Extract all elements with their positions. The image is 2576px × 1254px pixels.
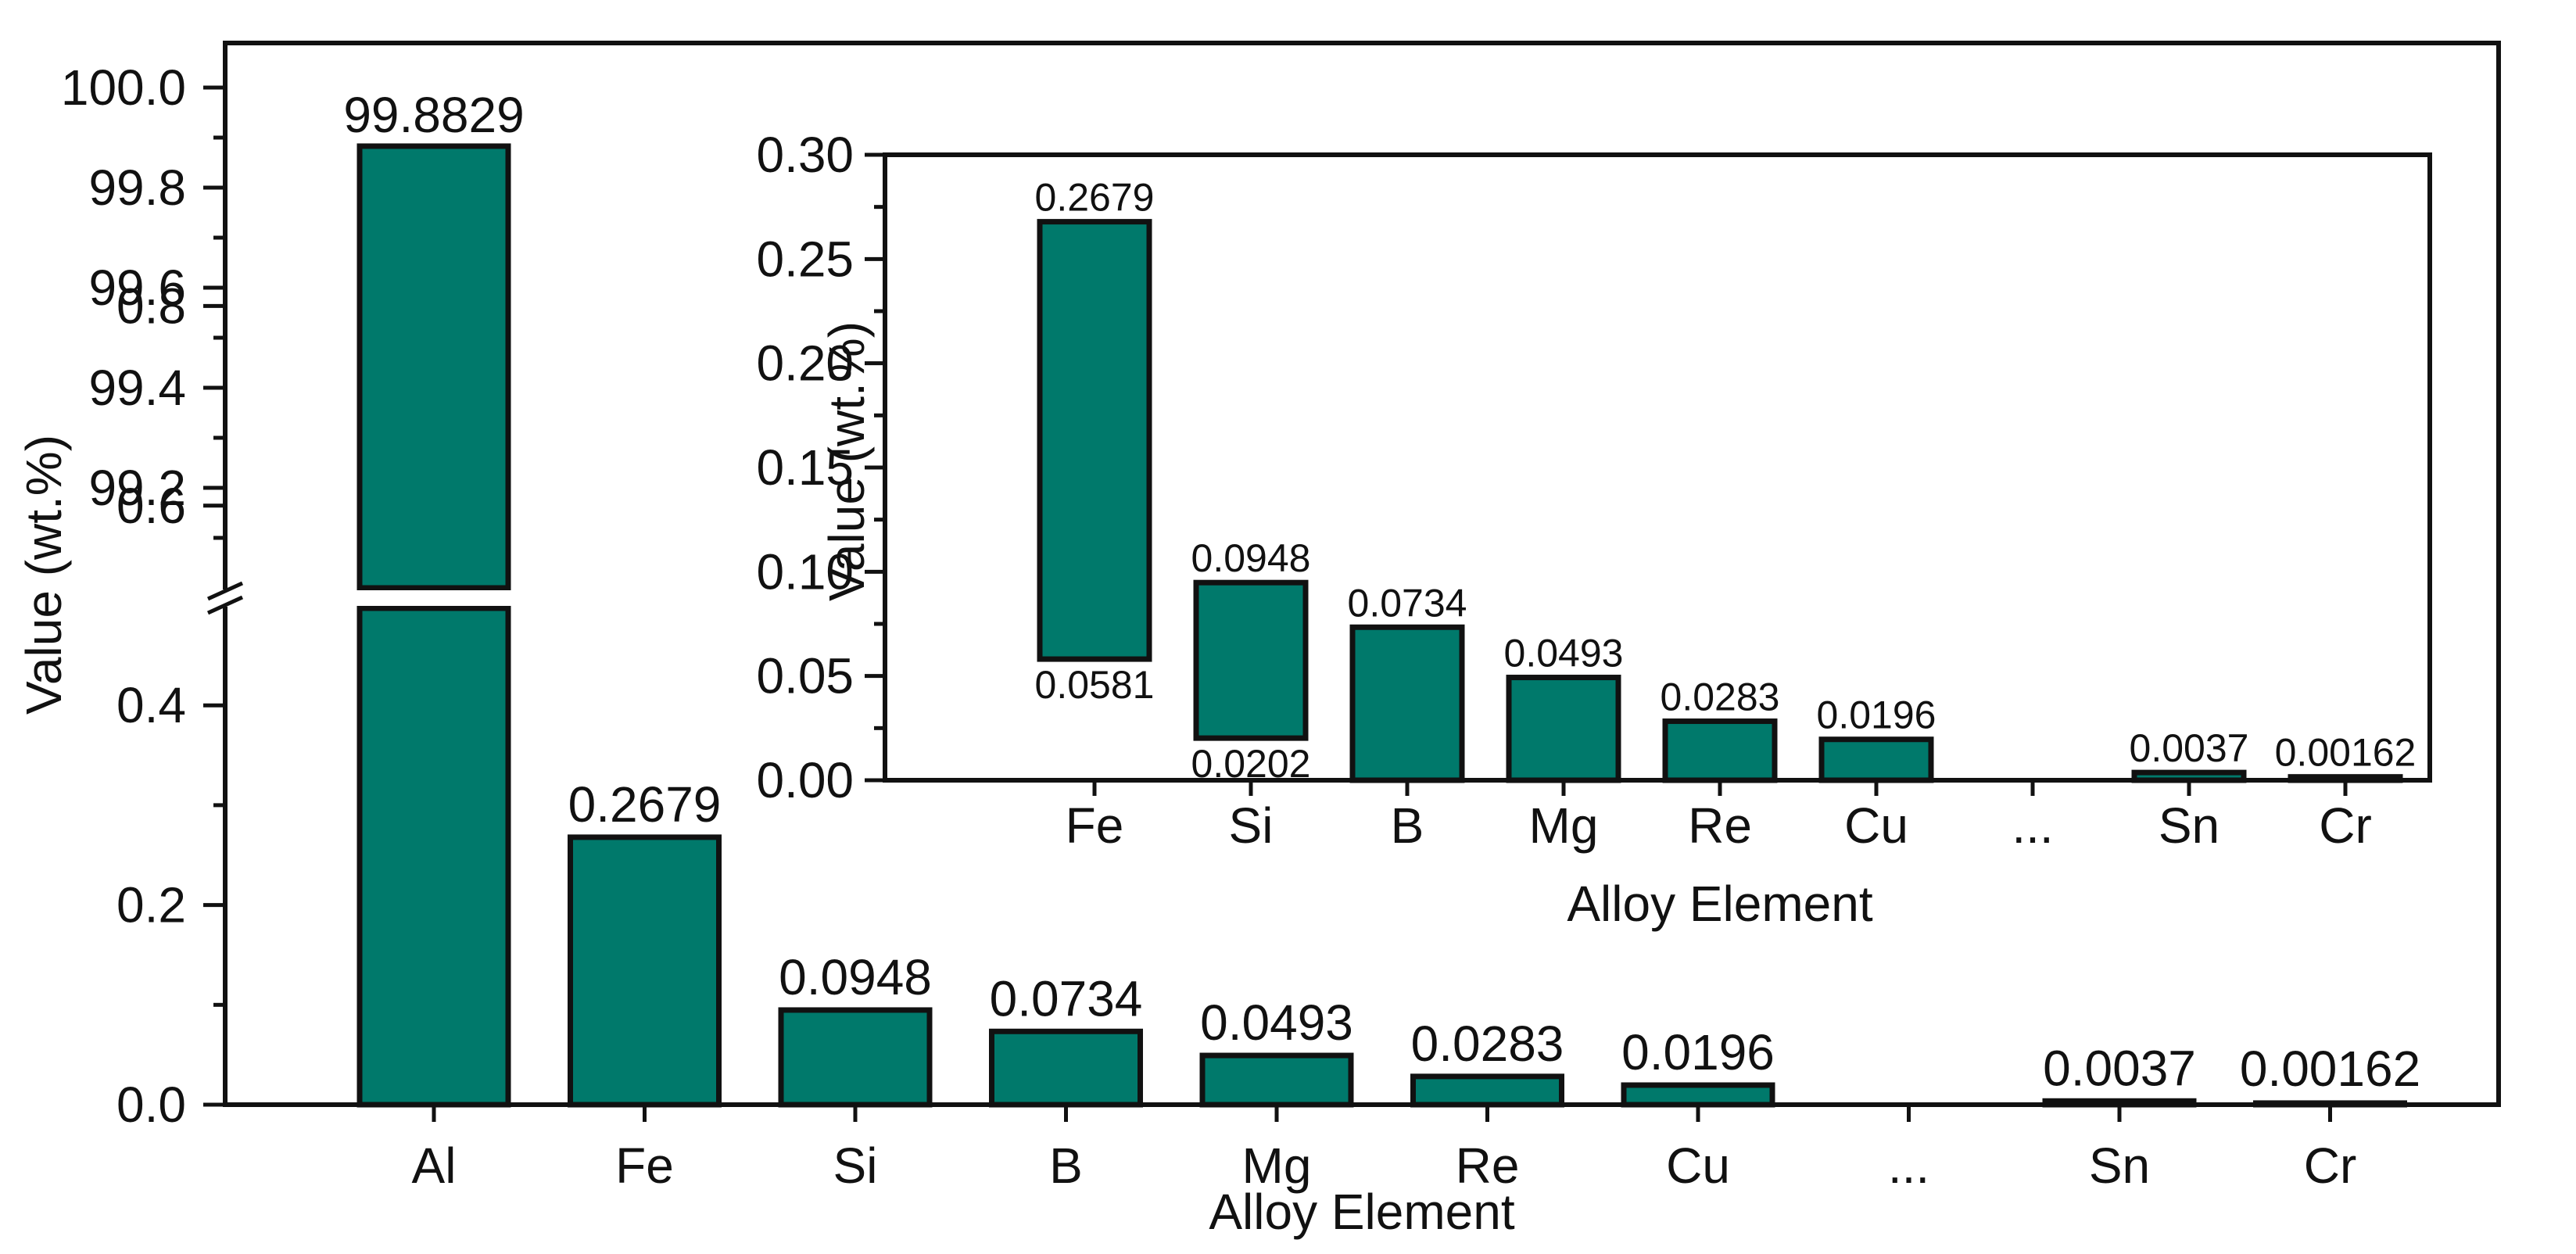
inset-y-tick-label: 0.25 [756,231,854,287]
inset-y-tick-label: 0.15 [756,439,854,496]
inset-bottom-label-Fe: 0.0581 [1035,663,1155,707]
bar-Cu [1621,1082,1775,1108]
inset-bar-Re [1662,718,1778,783]
data-label-Re: 0.0283 [1411,1016,1564,1072]
data-label-B: 0.0734 [990,970,1143,1026]
bar-Al-upper [356,143,511,591]
y-tick-label-upper: 100.0 [61,59,186,116]
x-tick-label: Sn [2089,1138,2150,1194]
y-axis-break-mark [206,595,244,615]
inset-data-label-Mg: 0.0493 [1504,632,1624,675]
inset-x-tick-label: Fe [1066,797,1124,854]
inset-x-tick-label: Mg [1529,797,1599,854]
data-label-Cu: 0.0196 [1621,1024,1775,1080]
inset-x-axis-title: Alloy Element [1567,876,1873,932]
data-label-Sn: 0.0037 [2043,1040,2196,1096]
inset-y-tick-label: 0.10 [756,543,854,600]
data-label-Fe: 0.2679 [568,776,722,833]
inset-data-label-Sn: 0.0037 [2130,726,2249,770]
y-tick-label-upper: 99.4 [88,360,186,416]
x-tick-label: Al [412,1138,457,1194]
inset-bar-Mg [1506,675,1621,783]
bar-Cr [2253,1100,2407,1108]
inset-data-label-Cr: 0.00162 [2275,731,2417,775]
bar-Re [1410,1073,1564,1108]
inset-data-label-Si: 0.0948 [1191,536,1311,580]
inset-bar-Si [1193,579,1309,741]
inset-x-tick-label: Re [1688,797,1752,854]
x-tick-label: Cr [2304,1138,2357,1194]
inset-y-tick-label: 0.30 [756,127,854,183]
x-axis-title: Alloy Element [1209,1184,1515,1240]
inset-x-tick-label: B [1391,797,1424,854]
y-tick-label-lower: 0.6 [116,478,186,534]
inset-x-tick-label: Cr [2319,797,2372,854]
y-tick-label-upper: 99.6 [88,260,186,316]
inset-bar-B [1349,624,1465,783]
inset-bar-Cu [1818,736,1934,783]
data-label-Mg: 0.0493 [1200,994,1353,1051]
bar-B [989,1028,1143,1108]
inset-chart: 0.00 0.05 0.10 0.15 0.20 0.25 0.30 Value (wt.%)… [756,127,2432,932]
inset-bottom-label-Si: 0.0202 [1191,742,1311,786]
y-tick-label-upper: 99.8 [88,159,186,216]
bar-Fe [568,834,722,1108]
x-tick-label: Re [1456,1138,1520,1194]
inset-x-tick-label: ... [2012,797,2053,854]
inset-bar-Sn [2131,769,2247,783]
y-tick-label-lower: 0.2 [116,877,186,933]
bar-Al-lower [356,605,511,1108]
inset-x-tick-label: Cu [1844,797,1908,854]
data-label-Cr: 0.00162 [2240,1041,2420,1097]
bar-break-gap [355,590,513,606]
bar-Si [778,1007,933,1108]
y-tick-label-lower: 0.0 [116,1077,186,1133]
y-axis-break-gap [202,589,233,607]
main-plot-frame [223,41,2501,1107]
x-tick-label: Cu [1666,1138,1730,1194]
inset-data-label-Cu: 0.0196 [1817,693,1936,737]
inset-data-label-Re: 0.0283 [1661,675,1780,719]
y-axis-title: Value (wt.%) [16,435,72,715]
x-tick-label: Si [833,1138,878,1194]
inset-x-tick-label: Sn [2159,797,2220,854]
inset-y-axis-title: Value (wt.%) [819,321,875,601]
inset-x-tick-label: Si [1229,797,1274,854]
x-tick-label: ... [1888,1138,1929,1194]
inset-bar-Fe [1037,219,1152,662]
inset-y-tick-label: 0.05 [756,648,854,704]
inset-y-tick-label: 0.20 [756,335,854,392]
y-axis-break-mark [206,581,244,601]
y-tick-label-upper: 99.2 [88,460,186,516]
inset-y-tick-label: 0.00 [756,752,854,808]
x-tick-label: B [1049,1138,1083,1194]
inset-data-label-B: 0.0734 [1348,581,1467,625]
y-tick-label-lower: 0.4 [116,677,186,733]
bar-Mg [1199,1052,1354,1108]
x-tick-label: Mg [1242,1138,1312,1194]
inset-bar-Cr [2288,774,2403,783]
data-label-Si: 0.0948 [779,949,932,1005]
x-tick-label: Fe [615,1138,674,1194]
inset-data-label-Fe: 0.2679 [1035,176,1155,220]
main-chart: 0.0 0.2 0.4 0.6 0.8 99.2 99.4 99.6 99.8 100.0 Valu… [16,59,2420,1240]
y-tick-label-lower: 0.8 [116,278,186,334]
bar-Sn [2042,1098,2197,1108]
data-label-Al: 99.8829 [343,87,524,143]
